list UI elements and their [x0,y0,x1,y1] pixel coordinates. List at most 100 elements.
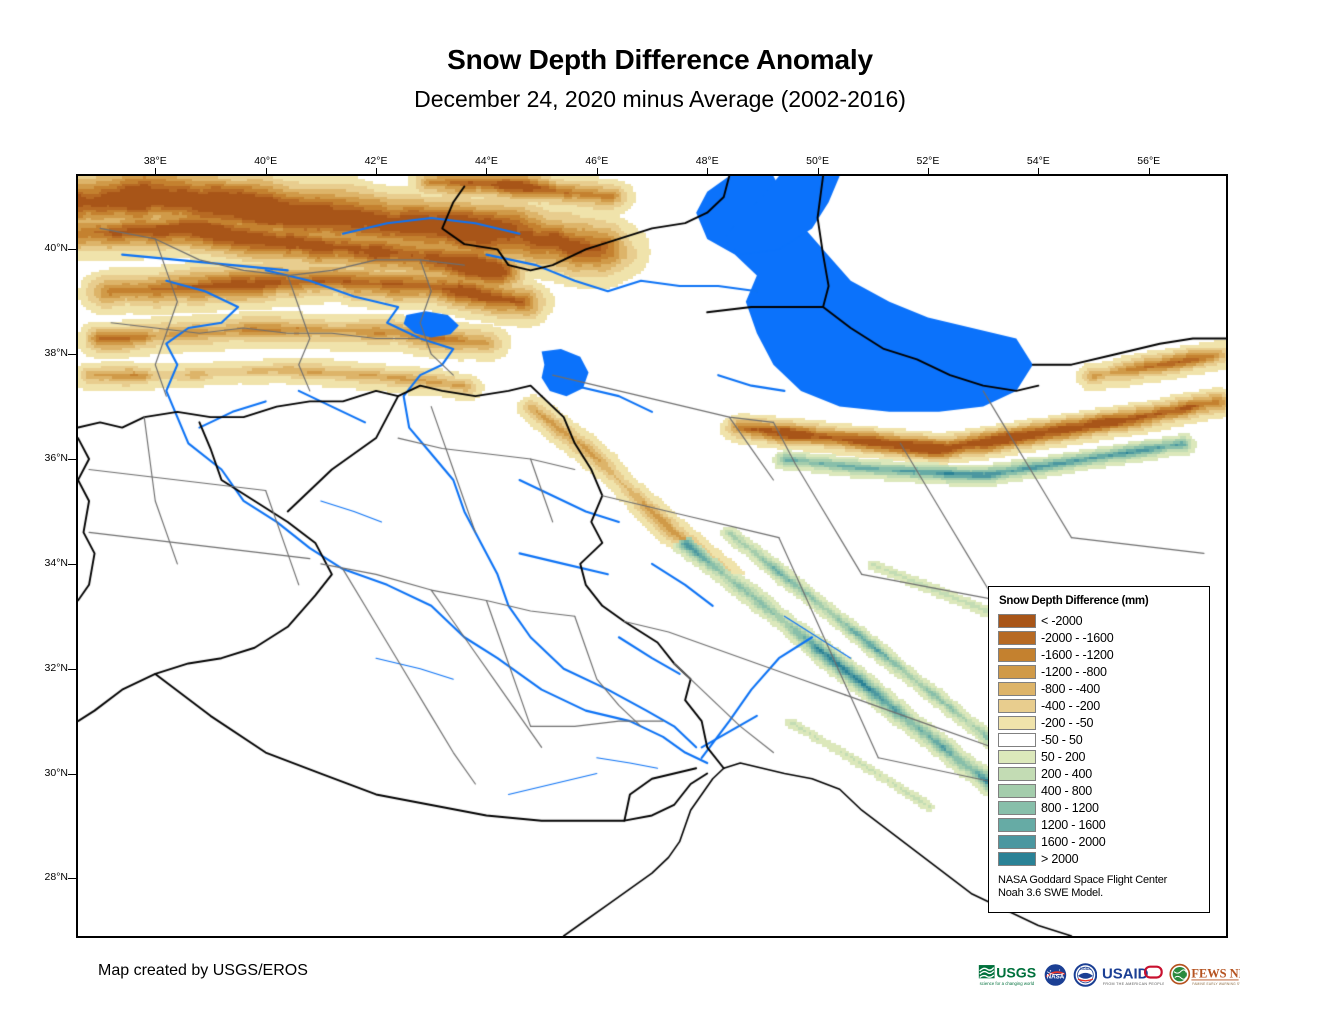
nasa-logo[interactable]: NASA [1043,960,1068,990]
legend-row: 400 - 800 [998,782,1200,799]
page-subtitle: December 24, 2020 minus Average (2002-20… [414,86,906,112]
legend-swatch [998,715,1036,730]
legend-label: 200 - 400 [1041,766,1093,781]
lon-tick-label: 42°E [364,155,388,167]
usgs-logo-tagline: science for a changing world [980,981,1035,986]
lon-tick-label: 54°E [1026,155,1050,167]
legend-label: < -2000 [1041,613,1083,628]
lon-tick-mark [596,168,598,176]
fewsnet-globe [1172,967,1187,982]
legend-swatch [998,834,1036,849]
lon-tick-mark [927,168,929,176]
lon-tick-mark [376,168,378,176]
fewsnet-logo[interactable]: FEWS NET FAMINE EARLY WARNING SYSTEMS NE… [1169,960,1240,990]
lat-tick-mark [68,773,76,775]
noaa-logo-text: NOAA [1080,967,1091,971]
lat-tick-label: 32°N [44,661,68,674]
legend-label: -2000 - -1600 [1041,630,1114,645]
lon-tick-label: 52°E [916,155,940,167]
lat-tick-mark [68,563,76,565]
legend-title: Snow Depth Difference (mm) [999,595,1149,607]
usaid-arc-mark [1144,965,1164,979]
legend-swatch [998,647,1036,662]
legend-label: 800 - 1200 [1041,800,1099,815]
legend-row: -400 - -200 [998,697,1200,714]
noaa-bird [1077,972,1093,979]
legend-label: 50 - 200 [1041,749,1086,764]
lat-tick-mark [68,249,76,251]
lon-tick-label: 44°E [474,155,498,167]
legend-label: 400 - 800 [1041,783,1093,798]
legend-row: -800 - -400 [998,680,1200,697]
lon-tick-label: 46°E [585,155,609,167]
lat-tick-label: 30°N [44,766,68,779]
legend-row: 1600 - 2000 [998,833,1200,850]
noaa-logo[interactable]: NOAA [1073,960,1098,990]
legend-row: < -2000 [998,612,1200,629]
lon-tick-mark [265,168,267,176]
legend-row: -50 - 50 [998,731,1200,748]
legend-label: -200 - -50 [1041,715,1094,730]
legend-swatch [998,783,1036,798]
usaid-logo[interactable]: USAID FROM THE AMERICAN PEOPLE [1102,960,1164,990]
lat-tick-label: 40°N [44,242,68,255]
lat-tick-mark [68,668,76,670]
lon-tick-mark [1148,168,1150,176]
nasa-logo-text: NASA [1046,973,1064,980]
legend-swatch [998,749,1036,764]
legend-entries: < -2000 -2000 - -1600 -1600 - -1200 -1200 -… [998,612,1200,867]
agency-logos: USGS science for a changing world NASA N… [978,956,1240,994]
legend-swatch [998,817,1036,832]
legend-swatch [998,732,1036,747]
legend-swatch [998,630,1036,645]
lat-tick-mark [68,354,76,356]
legend-label: -50 - 50 [1041,732,1083,747]
lat-tick-label: 28°N [44,871,68,884]
page-title: Snow Depth Difference Anomaly [447,44,873,75]
usgs-logo[interactable]: USGS science for a changing world [978,960,1038,990]
legend-label: > 2000 [1041,851,1079,866]
usaid-logo-tagline: FROM THE AMERICAN PEOPLE [1103,982,1163,986]
map-credit: Map created by USGS/EROS [98,962,308,979]
legend-row: > 2000 [998,850,1200,867]
lon-tick-label: 38°E [143,155,167,167]
legend-row: -1600 - -1200 [998,646,1200,663]
lon-tick-mark [1038,168,1040,176]
legend-label: -400 - -200 [1041,698,1100,713]
lat-tick-label: 34°N [44,556,68,569]
fewsnet-logo-text: FEWS NET [1191,966,1240,980]
legend-source-note: NASA Goddard Space Flight Center Noah 3.6… [998,874,1200,900]
lat-tick-label: 36°N [44,452,68,465]
legend-source-line: Noah 3.6 SWE Model. [998,887,1104,899]
fewsnet-logo-tagline: FAMINE EARLY WARNING SYSTEMS NETWORK [1192,982,1240,986]
lon-tick-label: 40°E [254,155,278,167]
lat-tick-mark [68,878,76,880]
lon-tick-label: 56°E [1137,155,1161,167]
legend-row: 1200 - 1600 [998,816,1200,833]
legend-label: -1200 - -800 [1041,664,1107,679]
legend-label: -800 - -400 [1041,681,1100,696]
lat-tick-label: 38°N [44,347,68,360]
legend-label: 1200 - 1600 [1041,817,1106,832]
lon-tick-label: 50°E [806,155,829,167]
legend-row: 800 - 1200 [998,799,1200,816]
lon-tick-mark [707,168,709,176]
legend-row: -1200 - -800 [998,663,1200,680]
legend-swatch [998,851,1036,866]
lon-tick-mark [817,168,819,176]
lon-tick-label: 48°E [695,155,719,167]
legend-label: 1600 - 2000 [1041,834,1106,849]
legend-row: 50 - 200 [998,748,1200,765]
map-legend: Snow Depth Difference (mm) < -2000 -2000 … [988,586,1210,913]
legend-swatch [998,800,1036,815]
legend-swatch [998,766,1036,781]
lat-tick-mark [68,459,76,461]
usgs-wave-mark [978,965,995,979]
legend-row: -200 - -50 [998,714,1200,731]
map-frame[interactable] [76,174,1228,938]
legend-row: -2000 - -1600 [998,629,1200,646]
lon-tick-mark [486,168,488,176]
legend-swatch [998,613,1036,628]
usaid-logo-text: USAID [1102,966,1149,982]
usgs-logo-text: USGS [996,964,1036,980]
